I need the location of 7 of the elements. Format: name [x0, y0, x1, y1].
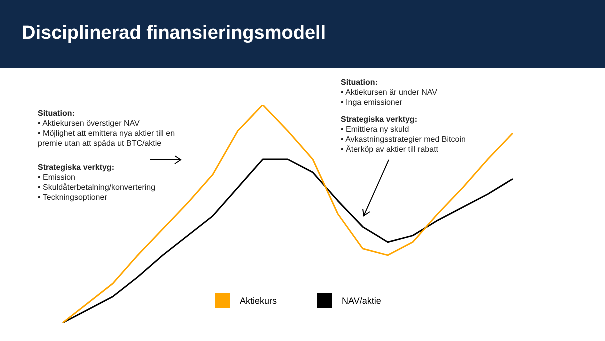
legend-label: NAV/aktie [342, 296, 382, 306]
annotation: Strategiska verktyg: • Emission • Skuldåterbetalning/konvertering • Teckningsoptioner [38, 163, 156, 203]
legend-label: Aktiekurs [240, 296, 278, 306]
chart-title: Disciplinerad finansieringsmodell [22, 23, 326, 45]
annotation: Strategiska verktyg: • Emittiera ny skuld • Avkastningsstrategier med Bitcoin • Återköp av aktier till rabatt [341, 115, 466, 155]
annotation: Situation: • Aktiekursen överstiger NAV • Möjlighet att emittera nya aktier till en premie utan att späda ut BTC/aktie [38, 109, 176, 149]
annotation: Situation: • Aktiekursen är under NAV • Inga emissioner [341, 78, 438, 108]
